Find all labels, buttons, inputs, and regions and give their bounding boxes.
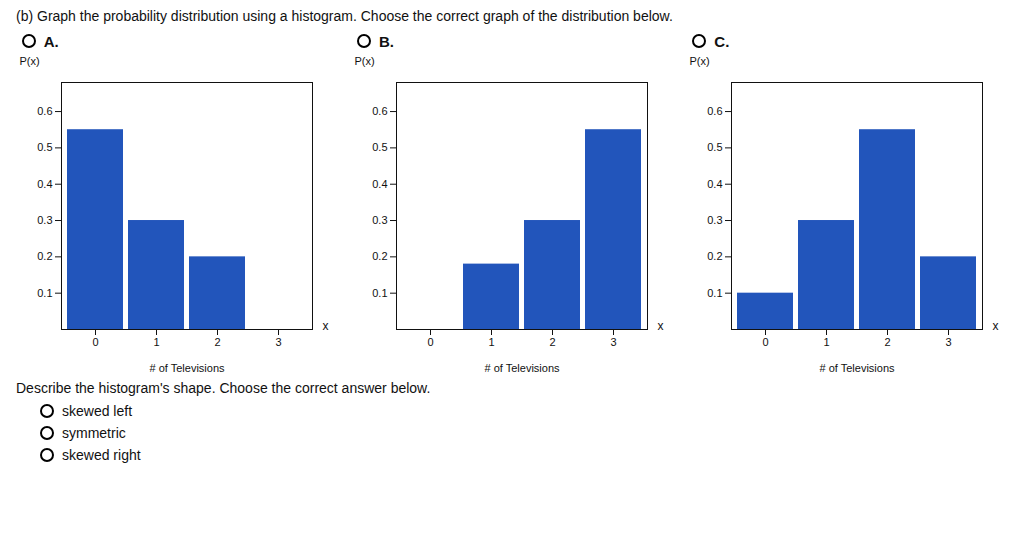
svg-text:0.4: 0.4 — [372, 178, 387, 190]
svg-text:3: 3 — [275, 336, 281, 348]
svg-text:x: x — [657, 319, 663, 333]
svg-text:0.5: 0.5 — [708, 141, 723, 153]
html-text:C.: C. — [714, 32, 730, 50]
svg-text:0.5: 0.5 — [372, 141, 387, 153]
svg-text:0.6: 0.6 — [37, 105, 52, 117]
html-text:symmetric: symmetric — [62, 425, 126, 441]
svg-text:x: x — [322, 319, 328, 333]
svg-text:0.3: 0.3 — [37, 214, 52, 226]
svg-text:0.2: 0.2 — [372, 250, 387, 262]
svg-text:2: 2 — [885, 336, 891, 348]
svg-text:0.6: 0.6 — [708, 105, 723, 117]
svg-text:0: 0 — [427, 336, 433, 348]
svg-text:2: 2 — [214, 336, 220, 348]
html-text:A.: A. — [43, 32, 59, 50]
svg-text:0.2: 0.2 — [708, 250, 723, 262]
svg-text:P(x): P(x) — [354, 55, 374, 67]
svg-text:0.1: 0.1 — [708, 287, 723, 299]
svg-text:1: 1 — [153, 336, 159, 348]
svg-text:0.3: 0.3 — [708, 214, 723, 226]
svg-text:0.5: 0.5 — [37, 141, 52, 153]
html-text:B.: B. — [379, 32, 394, 50]
svg-text:# of Televisions: # of Televisions — [149, 362, 225, 374]
svg-text:0.3: 0.3 — [372, 214, 387, 226]
svg-text:# of Televisions: # of Televisions — [484, 362, 560, 374]
svg-text:1: 1 — [824, 336, 830, 348]
html-text:skewed left: skewed left — [62, 403, 132, 419]
svg-text:x: x — [993, 319, 999, 333]
svg-text:3: 3 — [946, 336, 952, 348]
svg-text:0.4: 0.4 — [37, 178, 52, 190]
svg-text:2: 2 — [549, 336, 555, 348]
svg-text:1: 1 — [488, 336, 494, 348]
svg-text:3: 3 — [610, 336, 616, 348]
html-text:skewed right: skewed right — [62, 447, 141, 463]
svg-text:0.1: 0.1 — [372, 287, 387, 299]
svg-text:0: 0 — [763, 336, 769, 348]
svg-text:P(x): P(x) — [19, 55, 39, 67]
svg-text:0.2: 0.2 — [37, 250, 52, 262]
svg-text:0.4: 0.4 — [708, 178, 723, 190]
html-text:(b) Graph the probability dist: (b) Graph the probability distribution u… — [16, 8, 673, 24]
svg-text:0.1: 0.1 — [37, 287, 52, 299]
svg-text:0.6: 0.6 — [372, 105, 387, 117]
html-text:Describe the histogram's shape: Describe the histogram's shape. Choose t… — [16, 380, 431, 396]
svg-text:0: 0 — [92, 336, 98, 348]
svg-text:P(x): P(x) — [690, 55, 710, 67]
svg-text:# of Televisions: # of Televisions — [820, 362, 896, 374]
